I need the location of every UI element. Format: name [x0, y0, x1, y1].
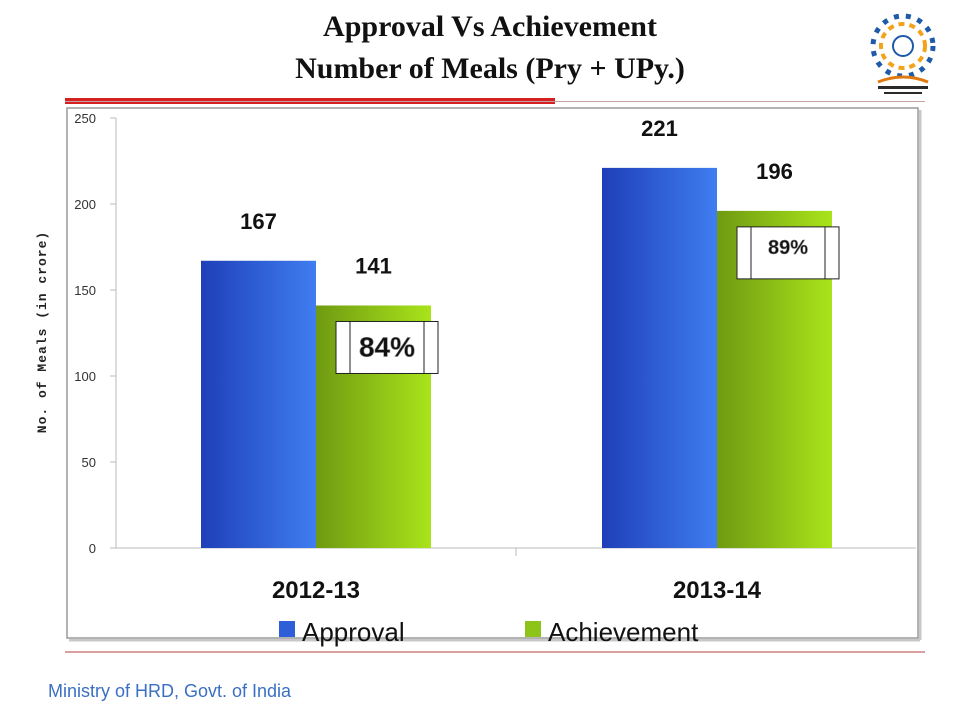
- data-label-approval-2013-14: 221: [641, 116, 678, 141]
- mid-day-meal-logo-icon: [870, 13, 936, 94]
- legend-swatch-achievement: [525, 621, 541, 637]
- chart-legend: Approval Achievement: [279, 617, 699, 647]
- y-tick-label: 50: [82, 455, 96, 470]
- header-divider: [65, 101, 925, 102]
- y-tick-label: 150: [74, 283, 96, 298]
- data-label-approval-2012-13: 167: [240, 209, 277, 234]
- data-label-achievement-2013-14: 196: [756, 159, 793, 184]
- chart-title-line1: Approval Vs Achievement: [323, 10, 657, 43]
- chart-title-line2: Number of Meals (Pry + UPy.): [295, 52, 685, 85]
- percent-callout-box-2012-13: [335, 320, 439, 374]
- y-tick-label: 100: [74, 369, 96, 384]
- data-label-achievement-2012-13: 141: [355, 253, 392, 278]
- logo-figures-ring: [870, 13, 936, 79]
- footer-divider: [65, 651, 925, 653]
- bar-approval-2012-13: [201, 260, 316, 548]
- y-tick-label: 250: [74, 111, 96, 126]
- footer-text: Ministry of HRD, Govt. of India: [48, 681, 292, 701]
- percent-callout-box-2013-14: [736, 226, 840, 280]
- x-category-label-2013-14: 2013-14: [673, 577, 762, 604]
- y-tick-label: 0: [89, 541, 96, 556]
- percent-label-2013-14: 89%: [768, 237, 808, 259]
- legend-label-approval: Approval: [302, 617, 405, 647]
- legend-label-achievement: Achievement: [548, 617, 699, 647]
- y-axis-label: No. of Meals (in crore): [35, 231, 50, 433]
- legend-swatch-approval: [279, 621, 295, 637]
- bar-approval-2013-14: [602, 167, 717, 548]
- y-tick-label: 200: [74, 197, 96, 212]
- x-category-label-2012-13: 2012-13: [272, 577, 360, 604]
- logo-book-shape: [877, 75, 929, 84]
- percent-label-2012-13: 84%: [359, 331, 415, 362]
